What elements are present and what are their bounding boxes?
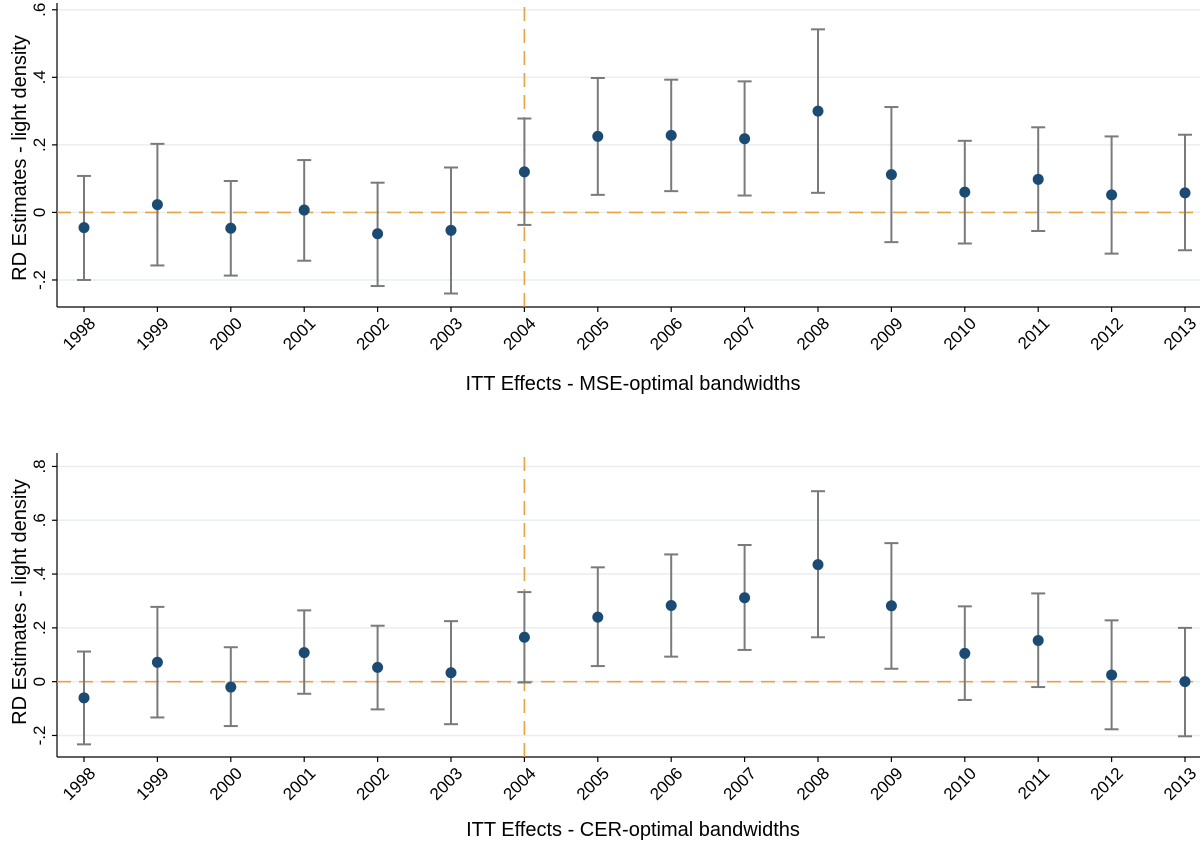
chart-panel-cer: -.2 0 .2 .4 .6 .8 1998 1999 2000 2001 2002 2003 2004…	[9, 453, 1200, 841]
point-estimate	[372, 661, 384, 673]
x-tick-label: 2010	[940, 314, 980, 354]
x-tick-label: 2010	[940, 764, 980, 804]
point-estimate	[885, 169, 897, 181]
x-tick-label: 2002	[353, 764, 393, 804]
point-estimate	[151, 656, 163, 668]
x-tick-label: 2012	[1087, 314, 1127, 354]
x-tick-label: 2013	[1160, 314, 1200, 354]
grid-lines	[57, 465, 1200, 737]
x-tick-label: 2006	[646, 764, 686, 804]
point-estimate	[445, 667, 457, 679]
point-estimate	[1106, 189, 1118, 201]
x-tick-label: 2000	[206, 314, 246, 354]
x-axis-title: ITT Effects - MSE-optimal bandwidths	[466, 373, 801, 395]
x-tick-label: 2004	[499, 764, 539, 804]
point-estimate	[518, 631, 530, 643]
y-tick-label: 0	[30, 208, 49, 217]
y-axis-title: RD Estimates - light density	[9, 35, 31, 281]
x-tick-label: 2003	[426, 764, 466, 804]
y-axis-title: RD Estimates - light density	[9, 479, 31, 725]
point-estimate	[1106, 669, 1118, 681]
point-estimate	[78, 692, 90, 704]
point-estimate	[1179, 676, 1191, 688]
x-tick-label: 2011	[1014, 314, 1053, 353]
grid-lines	[57, 9, 1200, 281]
point-estimate	[1179, 187, 1191, 199]
x-tick-label: 2012	[1087, 764, 1127, 804]
point-estimate	[78, 222, 90, 234]
x-tick-label: 1999	[132, 764, 172, 804]
y-tick-label: -.2	[30, 726, 49, 746]
x-axis-title: ITT Effects - CER-optimal bandwidths	[466, 819, 800, 841]
x-tick-label: 2001	[279, 314, 319, 354]
point-estimate	[445, 224, 457, 236]
y-tick-label: .8	[30, 459, 49, 473]
x-tick-label: 2013	[1160, 764, 1200, 804]
point-estimate	[225, 681, 237, 693]
point-estimate	[592, 130, 604, 142]
x-tick-label: 2005	[573, 764, 613, 804]
x-tick-label: 2003	[426, 314, 466, 354]
x-tick-label: 1998	[59, 764, 99, 804]
x-tick-label: 2009	[866, 764, 906, 804]
point-estimate	[372, 228, 384, 240]
y-tick-label: .4	[30, 70, 49, 84]
x-tick-label: 2006	[646, 314, 686, 354]
x-tick-label: 2009	[866, 314, 906, 354]
x-tick-label: 2008	[793, 764, 833, 804]
y-tick-label: -.2	[30, 270, 49, 290]
point-estimate	[225, 222, 237, 234]
point-estimate	[885, 600, 897, 612]
x-tick-label: 2007	[720, 314, 760, 354]
x-tick-label: 2001	[279, 764, 319, 804]
x-tick-label: 2011	[1014, 764, 1053, 803]
x-tick-label: 1999	[132, 314, 172, 354]
y-tick-label: .6	[30, 3, 49, 17]
y-tick-label: .6	[30, 513, 49, 527]
point-estimate	[298, 647, 310, 659]
point-estimate	[1032, 173, 1044, 185]
point-estimate	[518, 166, 530, 178]
x-tick-label: 2002	[353, 314, 393, 354]
y-tick-label: .4	[30, 567, 49, 581]
y-tick-label: .2	[30, 138, 49, 152]
x-tick-label: 2000	[206, 764, 246, 804]
point-estimate	[665, 129, 677, 141]
y-tick-label: 0	[30, 677, 49, 686]
point-estimate	[665, 600, 677, 612]
point-estimate	[1032, 635, 1044, 647]
chart-panel-mse: -.2 0 .2 .4 .6 1998 1999 2000 2001 2002 2003 2004 20…	[9, 3, 1200, 395]
x-tick-label: 1998	[59, 314, 99, 354]
point-estimate	[739, 592, 751, 604]
point-estimate	[592, 611, 604, 623]
x-tick-label: 2007	[720, 764, 760, 804]
x-tick-label: 2004	[499, 314, 539, 354]
point-estimate	[151, 199, 163, 211]
point-estimate	[812, 105, 824, 117]
point-estimate	[812, 559, 824, 571]
y-tick-label: .2	[30, 621, 49, 635]
x-tick-label: 2008	[793, 314, 833, 354]
point-estimate	[959, 186, 971, 198]
point-estimate	[959, 647, 971, 659]
point-estimate	[298, 204, 310, 216]
x-tick-label: 2005	[573, 314, 613, 354]
point-estimate	[739, 133, 751, 145]
